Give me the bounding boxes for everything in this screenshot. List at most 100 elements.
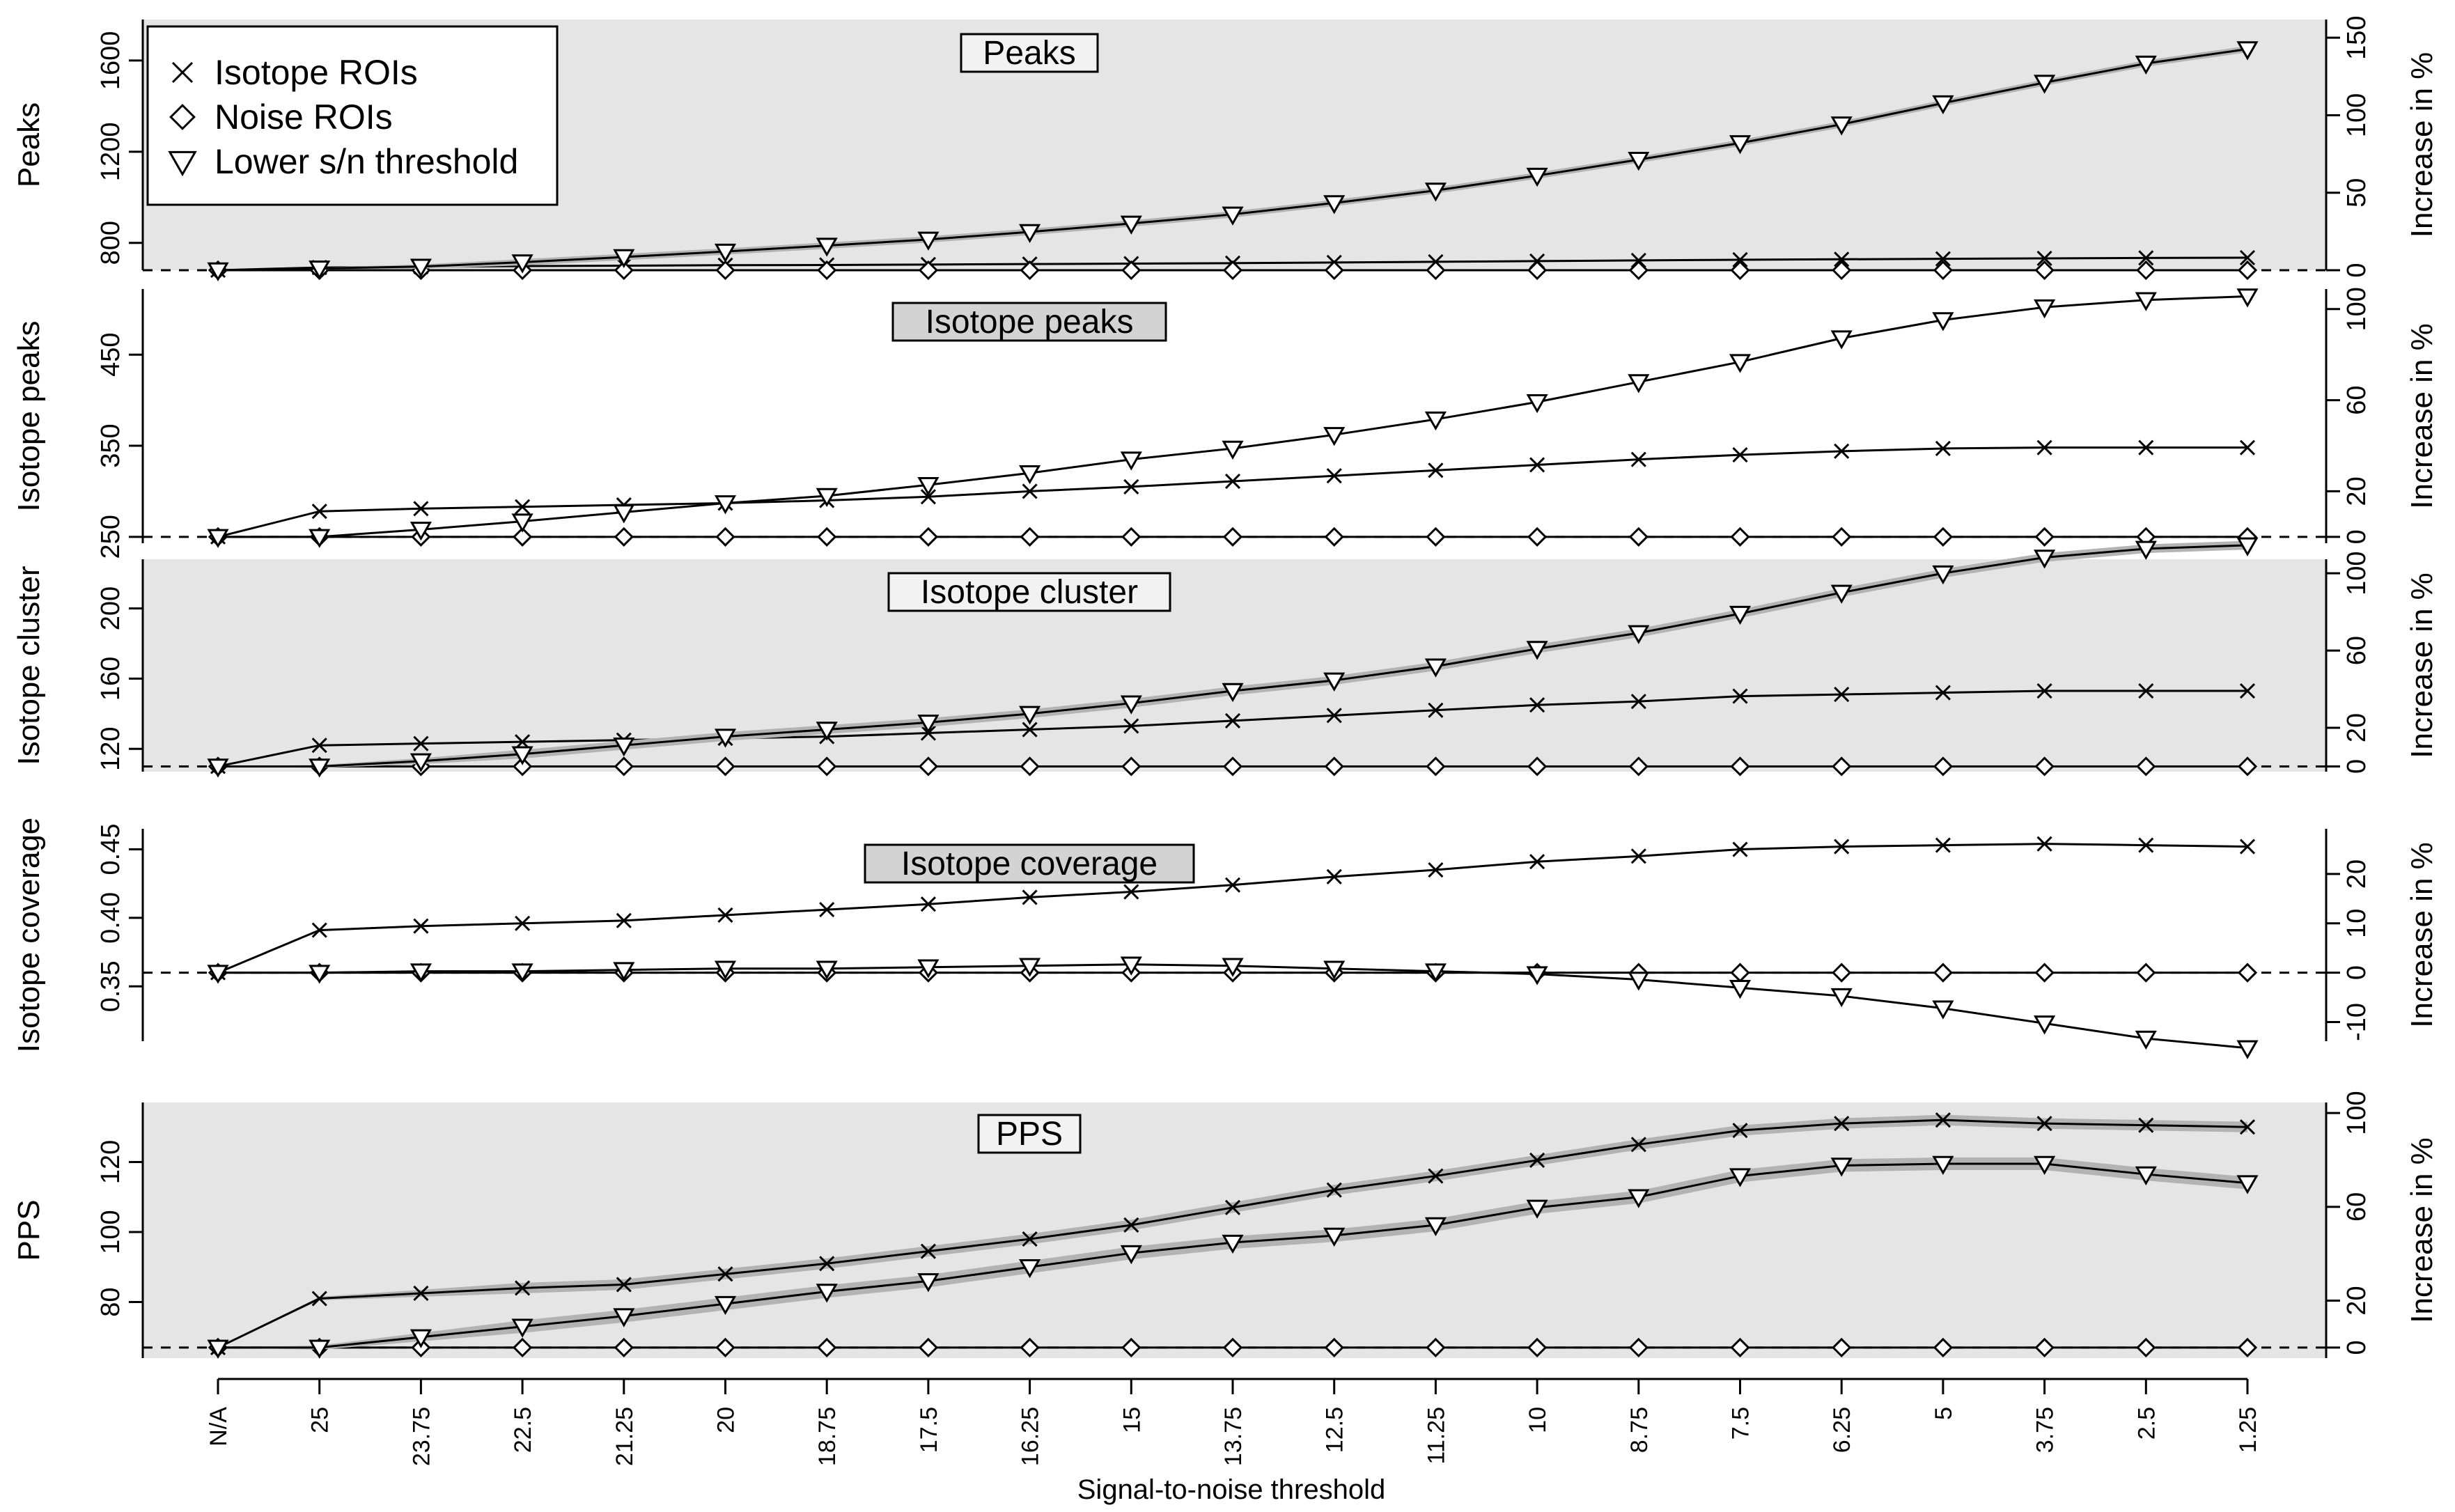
point-triangle-down — [1932, 1155, 1954, 1176]
point-triangle-down — [309, 965, 331, 984]
point-cross — [1630, 1137, 1646, 1153]
y-tick-label: 1600 — [96, 31, 125, 91]
point-diamond — [1730, 756, 1750, 777]
point-cross — [717, 1266, 733, 1282]
point-cross — [1935, 251, 1951, 267]
point-cross — [2138, 439, 2154, 455]
point-diamond — [1933, 962, 1954, 983]
point-diamond — [1527, 756, 1548, 777]
point-cross — [413, 1285, 429, 1302]
point-cross — [819, 1256, 835, 1272]
point-diamond — [1933, 1337, 1954, 1358]
series-triangle-down — [207, 288, 2259, 548]
point-triangle-down — [1120, 1245, 1142, 1265]
point-triangle-down — [1120, 451, 1142, 471]
point-diamond — [1020, 756, 1040, 777]
point-diamond — [1730, 260, 1750, 281]
point-triangle-down — [613, 737, 635, 757]
point-diamond — [1628, 527, 1649, 547]
y-tick-label: 120 — [96, 1140, 125, 1184]
point-cross — [515, 499, 531, 515]
point-cross — [819, 902, 835, 918]
point-triangle-down — [511, 746, 533, 765]
point-cross — [413, 918, 429, 934]
right-tick-label: 20 — [2342, 1286, 2371, 1315]
y-axis-label: PPS — [12, 1199, 46, 1261]
point-diamond — [715, 756, 735, 777]
x-tick-label: 5 — [1931, 1407, 1957, 1420]
point-diamond — [1324, 756, 1344, 777]
point-diamond — [1628, 260, 1649, 281]
point-triangle-down — [714, 960, 737, 980]
point-diamond — [918, 527, 939, 547]
point-diamond — [2136, 260, 2156, 281]
point-cross — [2138, 250, 2154, 266]
point-diamond — [2237, 962, 2258, 983]
panel-title: Isotope cluster — [921, 574, 1138, 611]
x-axis-label: Signal-to-noise threshold — [1077, 1474, 1385, 1505]
y-tick-label: 100 — [96, 1210, 125, 1254]
point-diamond — [614, 756, 634, 777]
point-diamond — [715, 1337, 735, 1358]
legend-box — [146, 25, 559, 206]
point-cross — [1224, 877, 1241, 893]
point-triangle-down — [1830, 988, 1853, 1008]
point-cross — [2239, 439, 2256, 455]
point-diamond — [1324, 1337, 1344, 1358]
panel-title: Isotope coverage — [901, 845, 1158, 882]
right-tick-label: 20 — [2342, 859, 2371, 889]
point-triangle-down — [1222, 958, 1244, 977]
point-cross — [515, 915, 531, 931]
point-diamond — [1832, 1337, 1852, 1358]
point-cross — [1123, 1217, 1139, 1233]
point-diamond — [918, 260, 939, 281]
point-cross — [1224, 473, 1241, 490]
point-triangle-down — [1222, 440, 1244, 460]
y-tick-label: 80 — [96, 1287, 125, 1316]
point-cross — [1326, 868, 1342, 884]
point-triangle-down — [2034, 75, 2056, 94]
point-cross — [1022, 483, 1038, 499]
point-diamond — [1121, 1337, 1141, 1358]
series-triangle-down — [207, 41, 2259, 282]
point-triangle-down — [613, 504, 635, 524]
point-cross — [1529, 457, 1545, 473]
x-tick-label: 16.25 — [1018, 1407, 1044, 1466]
panel-title-box — [891, 302, 1167, 342]
point-triangle-down — [1424, 1217, 1447, 1236]
y-tick-label: 0.35 — [96, 960, 125, 1012]
point-cross — [1428, 862, 1444, 878]
point-diamond — [2237, 1337, 2258, 1358]
point-diamond — [1222, 527, 1243, 547]
point-diamond — [1222, 1337, 1243, 1358]
right-axis-label: Increase in % — [2405, 323, 2439, 509]
point-cross — [2036, 1116, 2052, 1132]
point-triangle-down — [511, 254, 533, 274]
point-triangle-down — [1628, 1189, 1650, 1208]
point-diamond — [2237, 260, 2258, 281]
point-triangle-down — [1323, 427, 1346, 446]
y-tick-label: 800 — [96, 221, 125, 265]
right-tick-label: 0 — [2342, 965, 2371, 980]
point-triangle-down — [2135, 55, 2157, 75]
point-diamond — [918, 756, 939, 777]
series-cross — [210, 683, 2256, 774]
point-triangle-down — [309, 529, 331, 548]
point-cross — [1935, 837, 1951, 853]
point-cross — [1834, 251, 1850, 267]
point-triangle-down — [410, 258, 432, 278]
y-tick-label: 120 — [96, 727, 125, 771]
point-cross — [1326, 468, 1342, 484]
point-triangle-down — [1628, 152, 1650, 171]
point-cross — [1123, 884, 1139, 900]
point-triangle-down — [1019, 1259, 1041, 1279]
point-cross — [616, 1277, 632, 1293]
point-diamond — [1426, 1337, 1446, 1358]
right-tick-label: 100 — [2342, 93, 2371, 137]
point-diamond — [512, 756, 533, 777]
y-tick-label: 450 — [96, 332, 125, 376]
point-triangle-down — [1323, 960, 1346, 980]
point-triangle-down — [511, 963, 533, 983]
point-cross — [1428, 462, 1444, 478]
point-cross — [2239, 683, 2256, 699]
